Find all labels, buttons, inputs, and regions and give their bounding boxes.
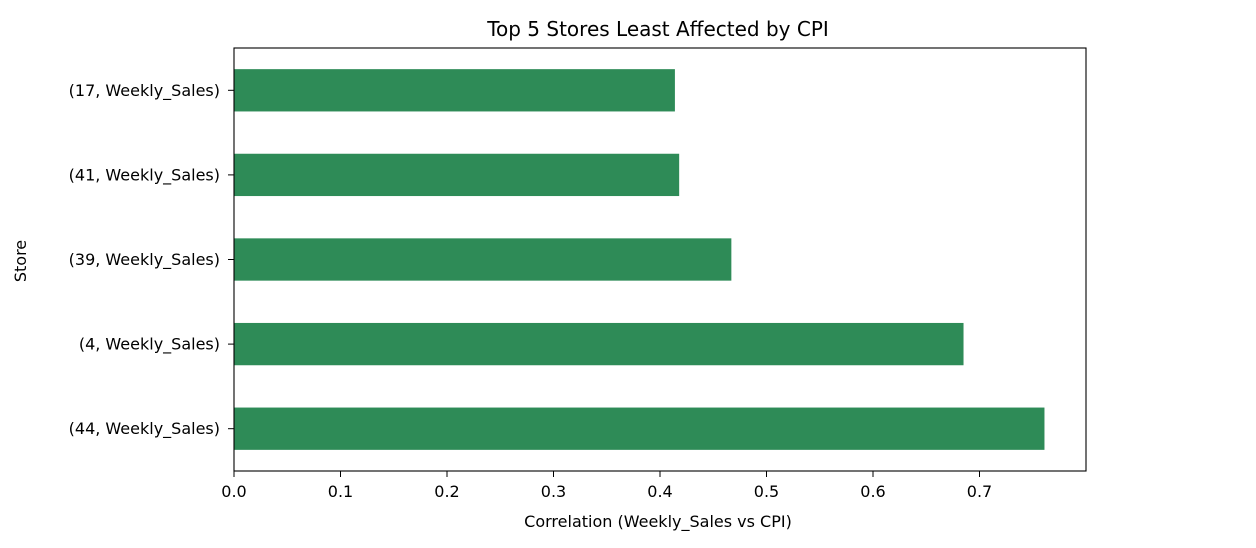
x-tick-label-3: 0.3 xyxy=(541,482,566,501)
y-tick-label-1: (41, Weekly_Sales) xyxy=(69,165,220,185)
y-tick-label-3: (4, Weekly_Sales) xyxy=(79,335,220,355)
bar-3 xyxy=(234,322,964,366)
x-tick-label-0: 0.0 xyxy=(221,482,246,501)
y-tick-label-4: (44, Weekly_Sales) xyxy=(69,419,220,439)
x-tick-label-7: 0.7 xyxy=(967,482,992,501)
y-axis-label: Store xyxy=(11,240,30,282)
chart-title: Top 5 Stores Least Affected by CPI xyxy=(486,17,829,41)
x-tick-label-1: 0.1 xyxy=(328,482,353,501)
bars-group xyxy=(234,69,1045,450)
x-axis-label: Correlation (Weekly_Sales vs CPI) xyxy=(524,512,792,532)
y-tick-label-2: (39, Weekly_Sales) xyxy=(69,250,220,270)
bar-2 xyxy=(234,238,732,281)
y-tick-label-0: (17, Weekly_Sales) xyxy=(69,81,220,101)
bar-0 xyxy=(234,69,675,112)
x-tick-label-5: 0.5 xyxy=(754,482,779,501)
y-axis: (17, Weekly_Sales) (41, Weekly_Sales) (39,… xyxy=(69,81,234,439)
x-axis: 0.0 0.1 0.2 0.3 0.4 0.5 0.6 0.7 xyxy=(221,471,992,501)
x-tick-label-6: 0.6 xyxy=(860,482,885,501)
x-tick-label-2: 0.2 xyxy=(434,482,459,501)
bar-1 xyxy=(234,153,680,197)
bar-4 xyxy=(234,407,1045,450)
x-tick-label-4: 0.4 xyxy=(647,482,672,501)
